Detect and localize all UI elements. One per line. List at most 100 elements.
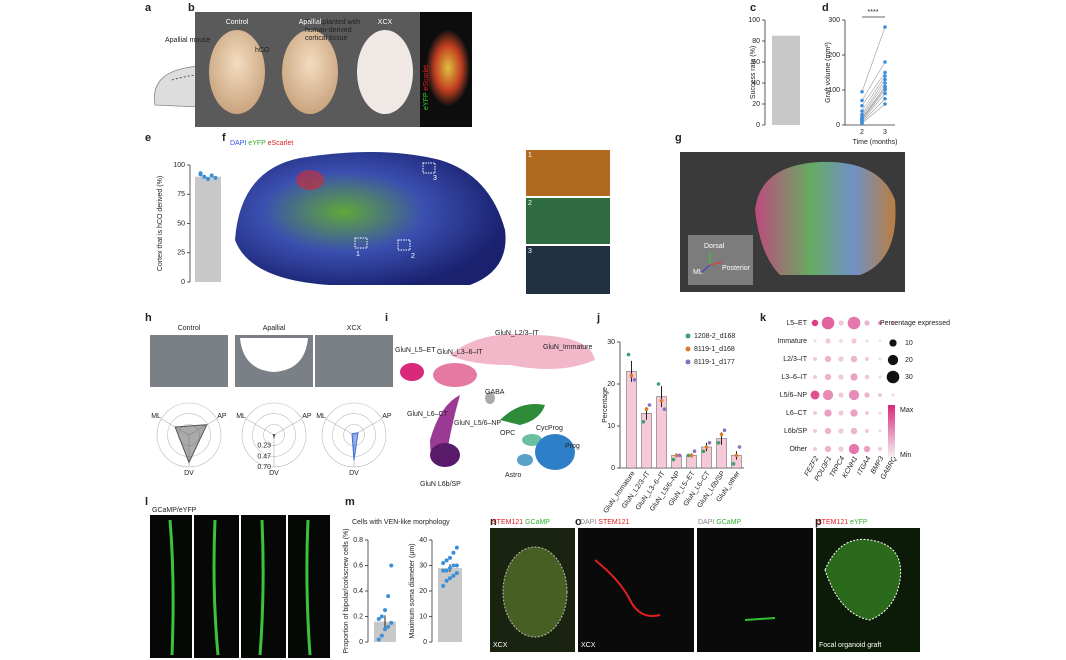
- data-point: [719, 432, 724, 437]
- data-point: [448, 576, 452, 581]
- colorbar: [888, 405, 895, 457]
- axis-arrow: [701, 264, 711, 273]
- panel-letter: m: [345, 496, 355, 508]
- inset-label: 1: [356, 251, 360, 258]
- y-tick-label: 0.6: [353, 562, 363, 569]
- legend-dot: [887, 354, 899, 366]
- data-point: [860, 103, 864, 108]
- data-point: [686, 453, 691, 458]
- cluster-label: GluN_L5–ET: [395, 347, 436, 354]
- pair-line: [861, 89, 886, 120]
- panel-letter: c: [750, 2, 756, 14]
- label: Dorsal: [704, 243, 725, 250]
- channel: DAPI: [580, 519, 596, 526]
- dot: [878, 339, 882, 343]
- data-point: [883, 60, 887, 64]
- row-label: L2/3–IT: [783, 356, 807, 363]
- void: [240, 338, 308, 372]
- cluster-label: GluN_L6–CT: [407, 411, 449, 418]
- dot: [824, 409, 832, 417]
- label: XCX: [493, 642, 508, 649]
- dot: [864, 392, 870, 398]
- section: [235, 151, 506, 285]
- label: XCX: [378, 19, 393, 26]
- y-axis-label: Maximum soma diameter (μm): [409, 543, 416, 638]
- data-point: [883, 25, 887, 29]
- y-tick-label: 30: [419, 562, 427, 569]
- ring-label: 0.70: [257, 464, 271, 471]
- dot: [821, 316, 835, 330]
- data-point: [722, 428, 727, 433]
- radar-shape: [272, 434, 276, 440]
- legend-label: 8119-1_d177: [694, 359, 735, 366]
- orientation-box: [688, 235, 753, 285]
- x-tick-label: 2: [860, 129, 864, 136]
- dot: [813, 429, 817, 433]
- legend-swatch: [685, 346, 691, 352]
- dot: [865, 411, 869, 415]
- pair-line: [861, 98, 886, 123]
- channel: DAPI: [698, 519, 714, 526]
- y-tick-label: 75: [177, 191, 185, 198]
- label: Apallial: [299, 19, 322, 26]
- label: Apallial mouse: [165, 37, 211, 44]
- row-label: L5/6–NP: [780, 392, 808, 399]
- colorbar-label: Max: [900, 407, 914, 414]
- cluster-label: GluN L6b/SP: [420, 481, 461, 488]
- y-tick-label: 20: [752, 101, 760, 108]
- panel-letter: e: [145, 132, 151, 144]
- umap: [400, 334, 595, 470]
- dot: [813, 447, 817, 451]
- radar-axis: [246, 418, 275, 436]
- dot: [878, 411, 882, 415]
- bar: [438, 568, 462, 642]
- data-point: [376, 637, 381, 642]
- y-tick-label: 0: [423, 639, 427, 646]
- data-point: [674, 453, 679, 458]
- dot: [813, 339, 817, 343]
- data-point: [454, 545, 459, 550]
- cluster-label: Prog: [565, 443, 580, 450]
- label: cortical tissue: [305, 35, 348, 42]
- data-point: [716, 441, 721, 445]
- axis-label: DV: [269, 470, 279, 477]
- row-label: Immature: [777, 338, 807, 345]
- dot: [878, 357, 882, 361]
- dot: [810, 390, 820, 400]
- data-point: [707, 441, 712, 445]
- row-label: L3–6–IT: [781, 374, 807, 381]
- dot: [863, 445, 871, 453]
- y-tick-label: 100: [748, 17, 760, 24]
- y-axis-label: Success rate (%): [750, 46, 757, 99]
- dot: [824, 373, 832, 381]
- y-tick-label: 20: [607, 381, 615, 388]
- dot: [865, 429, 869, 433]
- pair-line: [861, 75, 886, 112]
- channel: eScarlet: [268, 140, 294, 147]
- pair-line: [861, 82, 886, 117]
- data-point: [448, 555, 452, 560]
- dot: [838, 392, 844, 398]
- y-tick-label: 50: [177, 220, 185, 227]
- brain: [426, 30, 470, 106]
- dot: [838, 320, 844, 326]
- data-point: [198, 171, 203, 176]
- label: Control: [178, 325, 201, 332]
- label: Control: [226, 19, 249, 26]
- bar: [626, 371, 637, 469]
- data-point: [202, 174, 207, 179]
- legend-label: 1208-2_d168: [694, 333, 735, 340]
- bar: [656, 396, 667, 469]
- radar-axis: [273, 418, 302, 436]
- data-point: [389, 620, 394, 625]
- label: Posterior: [722, 265, 751, 272]
- cluster-label: GluN_L2/3–IT: [495, 330, 539, 337]
- inset-label: 3: [433, 175, 437, 182]
- dot: [848, 389, 860, 401]
- axis-label: ML: [236, 413, 246, 420]
- channel-label: STEM121 eYFP: [817, 519, 868, 526]
- y-tick-label: 25: [177, 250, 185, 257]
- data-point: [383, 627, 387, 632]
- data-point: [386, 594, 391, 599]
- channel: STEM121: [492, 519, 523, 526]
